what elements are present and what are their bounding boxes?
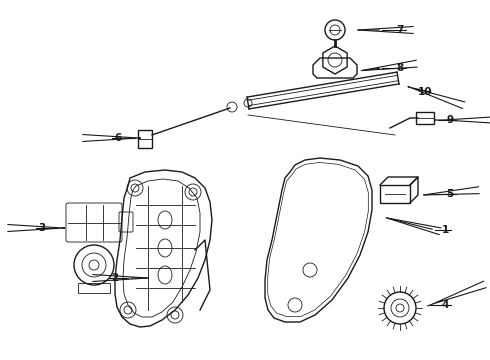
- Text: 8: 8: [396, 63, 404, 73]
- Text: 4: 4: [441, 300, 449, 310]
- Text: 6: 6: [114, 133, 122, 143]
- Text: 2: 2: [111, 273, 119, 283]
- Text: 5: 5: [446, 189, 454, 199]
- Text: 3: 3: [38, 223, 46, 233]
- Text: 7: 7: [396, 25, 404, 35]
- Text: 9: 9: [446, 115, 454, 125]
- Text: 10: 10: [418, 87, 432, 97]
- Text: 1: 1: [441, 225, 449, 235]
